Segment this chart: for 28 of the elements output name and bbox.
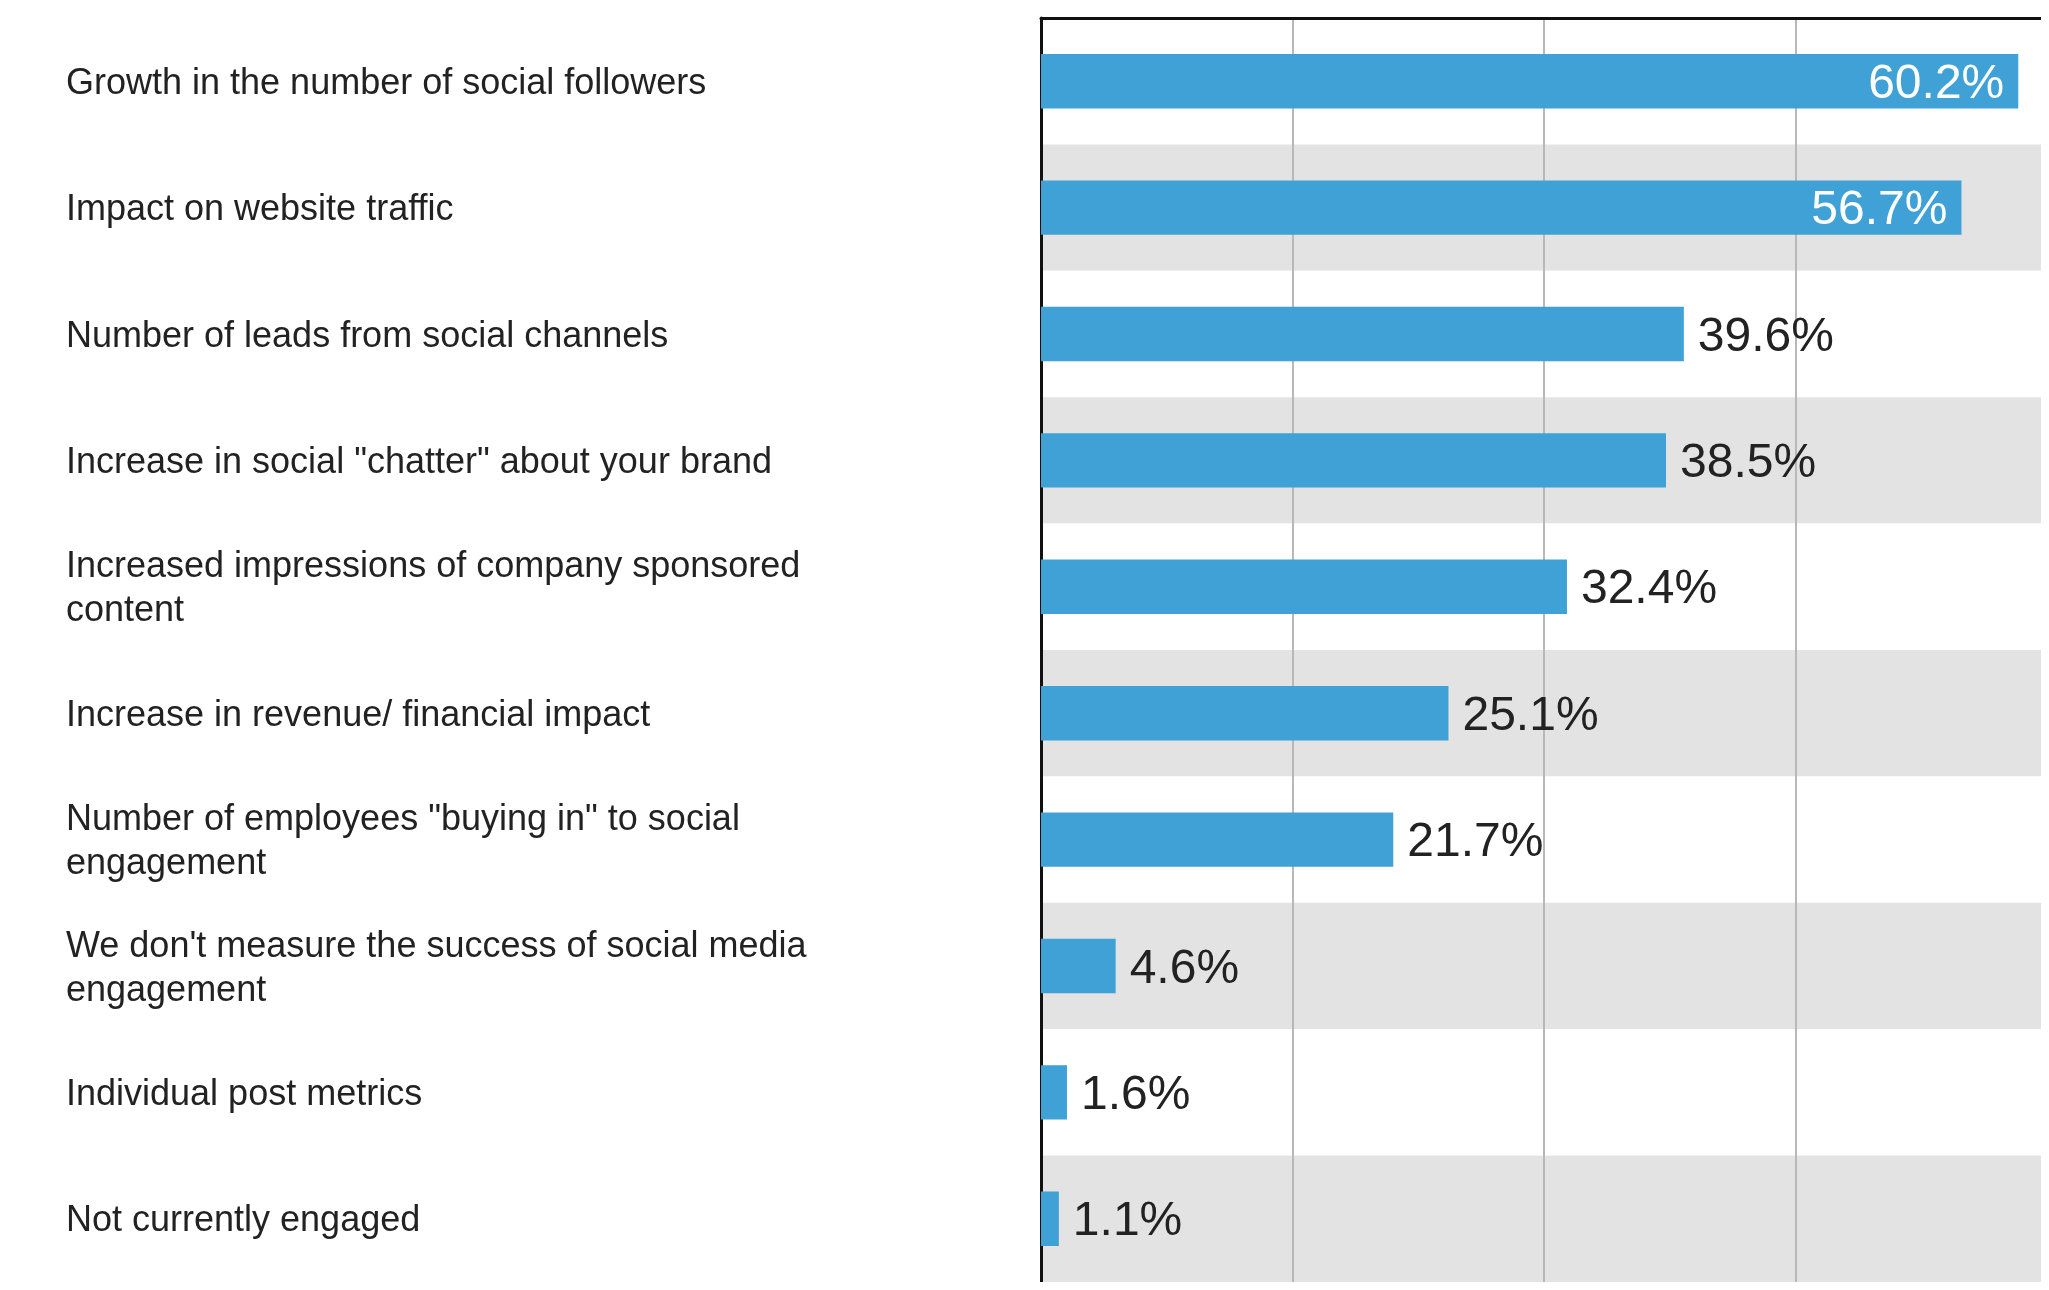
data-label: 60.2% bbox=[1868, 54, 2005, 108]
bar bbox=[1041, 812, 1394, 867]
y-tick-label: Not currently engaged bbox=[66, 1198, 421, 1240]
y-tick-label: We don't measure the success of social media engagement bbox=[66, 923, 817, 1009]
y-tick-label: Increase in revenue/ financial impact bbox=[66, 692, 651, 734]
y-tick-label: Number of leads from social channels bbox=[66, 313, 669, 355]
bar bbox=[1041, 306, 1684, 362]
y-tick-label: Impact on website traffic bbox=[66, 187, 454, 229]
data-label: 56.7% bbox=[1811, 181, 1948, 235]
data-label: 4.6% bbox=[1129, 939, 1240, 993]
y-tick-label: Individual post metrics bbox=[66, 1071, 423, 1113]
y-tick-label: Number of employees "buying in" to social engagement bbox=[66, 797, 750, 883]
bar bbox=[1041, 1191, 1059, 1246]
data-label: 39.6% bbox=[1697, 307, 1834, 361]
data-label: 38.5% bbox=[1680, 433, 1817, 487]
data-label: 32.4% bbox=[1580, 560, 1718, 614]
data-label: 1.6% bbox=[1080, 1065, 1191, 1119]
y-tick-label: Growth in the number of social followers bbox=[66, 60, 707, 102]
data-label: 1.1% bbox=[1072, 1192, 1183, 1246]
y-tick-label: Increase in social "chatter" about your brand bbox=[66, 439, 772, 481]
data-label: 25.1% bbox=[1462, 686, 1599, 740]
data-label: 21.7% bbox=[1407, 813, 1544, 867]
bar bbox=[1041, 1065, 1067, 1120]
bar bbox=[1041, 938, 1116, 994]
bar bbox=[1041, 559, 1567, 614]
bar bbox=[1041, 686, 1449, 741]
bar bbox=[1041, 433, 1666, 488]
y-tick-label: Increased impressions of company sponsored content bbox=[66, 544, 811, 630]
